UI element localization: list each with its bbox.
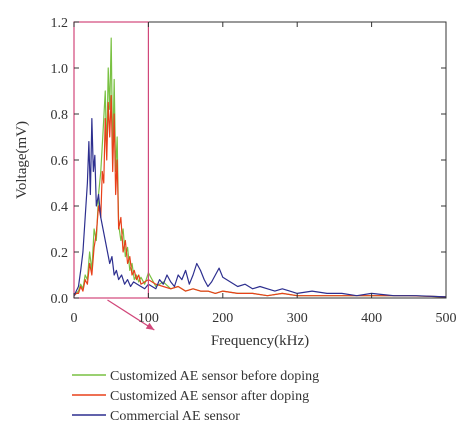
y-tick-label: 1.2: [51, 16, 69, 31]
y-axis-title: Voltage(mV): [14, 121, 30, 199]
highlight-arrow: [107, 299, 155, 331]
x-tick-label: 100: [138, 311, 159, 326]
legend-label-3: Commercial AE sensor: [110, 409, 240, 424]
x-tick-label: 200: [212, 311, 233, 326]
series-layer: [73, 37, 447, 298]
y-tick-label: 1.0: [51, 62, 69, 77]
legend-label-2: Customized AE sensor after doping: [110, 389, 309, 404]
x-tick-label: 0: [71, 311, 78, 326]
y-tick-label: 0.2: [51, 246, 69, 261]
highlight-arrowhead: [145, 322, 155, 330]
y-tick-label: 0.0: [51, 292, 69, 307]
series-line-2: [73, 94, 447, 298]
y-tick-label: 0.4: [51, 200, 69, 215]
x-axis-title: Frequency(kHz): [211, 333, 309, 349]
axis-layer: 0 100 200 300 400 500 0.0 0.2 0.4 0.6 0.8 1.0 1.2: [51, 16, 457, 326]
y-tick-label: 0.8: [51, 108, 69, 123]
x-tick-label: 400: [361, 311, 382, 326]
x-tick-label: 300: [287, 311, 308, 326]
y-tick-label: 0.6: [51, 154, 69, 169]
legend-label-1: Customized AE sensor before doping: [110, 369, 319, 384]
legend: Customized AE sensor before doping Custom…: [72, 369, 319, 424]
x-tick-label: 500: [436, 311, 457, 326]
series-line-3: [73, 117, 447, 298]
